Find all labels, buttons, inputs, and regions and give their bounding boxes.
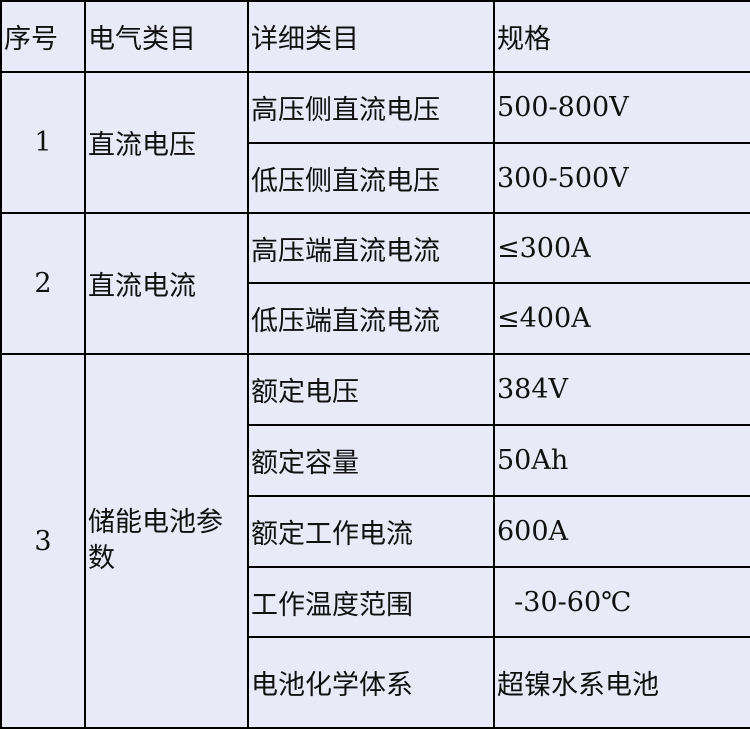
header-category: 电气类目 (84, 0, 249, 73)
table-row: 工作温度范围 -30-60℃ (1, 566, 750, 638)
spec-cell: ≤300A (493, 212, 750, 284)
detail-cell: 高压端直流电流 (247, 212, 495, 284)
spec-cell: 300-500V (493, 142, 750, 214)
index-cell: 1 (0, 71, 86, 214)
detail-cell: 低压端直流电流 (247, 282, 495, 355)
category-cell: 直流电流 (84, 212, 249, 355)
detail-cell: 额定容量 (247, 424, 495, 497)
table-row: 2 直流电流 高压端直流电流 ≤300A (0, 212, 750, 355)
header-detail: 详细类目 (247, 0, 495, 73)
spec-cell: 50Ah (493, 424, 750, 497)
index-cell: 3 (0, 353, 86, 729)
category-cell: 储能电池参数 (84, 353, 249, 729)
table-row: 1 直流电压 高压侧直流电压 500-800V (0, 71, 750, 214)
table-row: 3 储能电池参数 额定电压 384V (0, 353, 750, 729)
table-row: 额定工作电流 600A (1, 495, 750, 568)
detail-cell: 额定工作电流 (247, 495, 495, 568)
detail-cell: 电池化学体系 (247, 636, 495, 729)
table-row: 电池化学体系 超镍水系电池 (1, 636, 750, 729)
header-row: 序号 电气类目 详细类目 规格 (0, 0, 750, 73)
detail-cell: 低压侧直流电压 (247, 142, 495, 214)
table-row: 额定容量 50Ah (1, 424, 750, 497)
header-spec: 规格 (493, 0, 750, 73)
spec-cell: 600A (493, 495, 750, 568)
category-cell: 直流电压 (84, 71, 249, 214)
spec-cell: ≤400A (493, 282, 750, 355)
index-cell: 2 (0, 212, 86, 355)
spec-cell: 500-800V (493, 71, 750, 144)
detail-cell: 额定电压 (247, 353, 495, 426)
detail-cell: 高压侧直流电压 (247, 71, 495, 144)
header-index: 序号 (0, 0, 86, 73)
spec-cell: -30-60℃ (493, 566, 750, 638)
table-row: 低压侧直流电压 300-500V (1, 142, 750, 214)
spec-cell: 超镍水系电池 (493, 636, 750, 729)
spec-cell: 384V (493, 353, 750, 426)
detail-cell: 工作温度范围 (247, 566, 495, 638)
table-row: 低压端直流电流 ≤400A (1, 282, 750, 355)
